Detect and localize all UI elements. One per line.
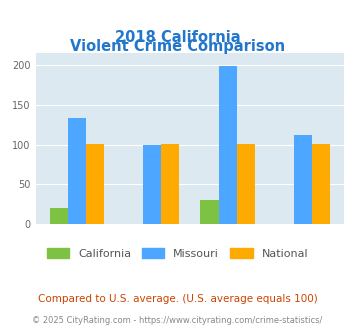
Text: 2018 California: 2018 California bbox=[115, 30, 240, 45]
Bar bbox=[161, 144, 179, 224]
Bar bbox=[50, 209, 68, 224]
Text: Violent Crime Comparison: Violent Crime Comparison bbox=[70, 40, 285, 54]
Bar bbox=[68, 118, 86, 224]
Text: Compared to U.S. average. (U.S. average equals 100): Compared to U.S. average. (U.S. average … bbox=[38, 294, 317, 304]
Bar bbox=[294, 135, 312, 224]
Bar bbox=[312, 144, 330, 224]
Bar bbox=[219, 66, 237, 224]
Legend: California, Missouri, National: California, Missouri, National bbox=[43, 244, 312, 263]
Text: © 2025 CityRating.com - https://www.cityrating.com/crime-statistics/: © 2025 CityRating.com - https://www.city… bbox=[32, 316, 323, 325]
Bar bbox=[143, 145, 161, 224]
Bar bbox=[237, 144, 255, 224]
Bar bbox=[201, 200, 219, 224]
Bar bbox=[86, 144, 104, 224]
